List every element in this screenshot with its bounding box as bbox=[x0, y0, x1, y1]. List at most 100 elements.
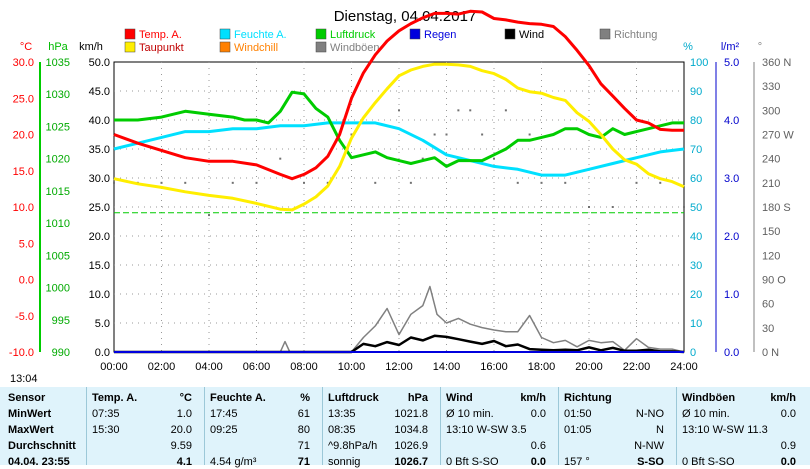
pressure-tick-label: 1000 bbox=[46, 283, 70, 295]
richtung-point bbox=[208, 214, 210, 217]
cell-value: 71 bbox=[297, 456, 310, 468]
rain-tick-label: 1.0 bbox=[724, 289, 739, 301]
axis-title: km/h bbox=[79, 41, 103, 53]
wind-tick-label: 25.0 bbox=[89, 202, 110, 214]
richtung-point bbox=[457, 109, 460, 112]
rain-tick-label: 2.0 bbox=[724, 231, 739, 243]
series-windb-en bbox=[114, 285, 685, 353]
richtung-point bbox=[303, 181, 305, 184]
chart-title: Dienstag, 04.04.2017 bbox=[334, 8, 477, 25]
direction-tick-label: 150 bbox=[762, 226, 780, 238]
cell-value: 9.59 bbox=[170, 440, 192, 452]
richtung-point bbox=[659, 181, 662, 184]
legend-swatch bbox=[219, 41, 231, 53]
direction-tick-label: 360 N bbox=[762, 57, 791, 69]
cell-left: 13:10 W-SW 3.5 bbox=[446, 424, 527, 436]
cell-value: N-NW bbox=[634, 440, 664, 452]
direction-tick-label: 120 bbox=[762, 250, 780, 262]
cell-value: 71 bbox=[297, 440, 310, 452]
humidity-tick-label: 60 bbox=[690, 173, 702, 185]
legend-label: Regen bbox=[424, 29, 456, 41]
x-axis-ticks: 00:00 02:00 04:00 06:00 08:00 10:00 12:00 14:00… bbox=[100, 361, 698, 373]
direction-tick-label: 330 bbox=[762, 81, 780, 93]
cell-left: Ø 10 min. bbox=[682, 408, 730, 420]
wind-tick-label: 35.0 bbox=[89, 144, 110, 156]
row-label-avg: Durchschnitt bbox=[8, 440, 76, 452]
column-unit: km/h bbox=[520, 392, 546, 404]
humidity-tick-label: 30 bbox=[690, 260, 702, 272]
cell-value: 1034.8 bbox=[394, 424, 428, 436]
richtung-point bbox=[635, 181, 638, 184]
temp-tick-label: -10.0 bbox=[9, 347, 34, 359]
column-separator bbox=[440, 387, 441, 465]
legend-swatch bbox=[315, 28, 327, 40]
x-tick-label: 22:00 bbox=[623, 361, 651, 373]
richtung-point bbox=[398, 109, 400, 112]
x-tick-label: 04:00 bbox=[195, 361, 223, 373]
x-tick-label: 08:00 bbox=[290, 361, 318, 373]
statistics-table: Sensor MinWert MaxWert Durchschnitt 04.04. 2… bbox=[0, 387, 810, 468]
pressure-tick-label: 1035 bbox=[46, 57, 70, 69]
direction-tick-label: 300 bbox=[762, 105, 780, 117]
rain-tick-label: 3.0 bbox=[724, 173, 739, 185]
cell-left: 01:05 bbox=[564, 424, 592, 436]
footer-time-label: 13:04 bbox=[10, 373, 38, 385]
pressure-tick-label: 1010 bbox=[46, 218, 70, 230]
rain-tick-label: 4.0 bbox=[724, 115, 739, 127]
axis-title: °C bbox=[20, 41, 32, 53]
cell-value: 80 bbox=[297, 424, 310, 436]
humidity-tick-label: 50 bbox=[690, 202, 702, 214]
richtung-point bbox=[184, 181, 187, 184]
direction-tick-label: 270 W bbox=[762, 130, 794, 142]
axis-title: hPa bbox=[48, 41, 68, 53]
cell-left: 01:50 bbox=[564, 408, 592, 420]
x-tick-label: 00:00 bbox=[100, 361, 128, 373]
cell-left: 13:10 W-SW 11.3 bbox=[682, 424, 768, 436]
richtung-point bbox=[469, 109, 472, 112]
cell-value: S-SO bbox=[637, 456, 664, 468]
wind-tick-label: 30.0 bbox=[89, 173, 110, 185]
richtung-point bbox=[528, 133, 531, 136]
chart-legend: Temp. A. Feuchte A. Luftdruck Regen Wind Rich… bbox=[124, 28, 657, 54]
temp-tick-label: 25.0 bbox=[13, 93, 34, 105]
x-tick-label: 16:00 bbox=[480, 361, 508, 373]
legend-swatch bbox=[124, 28, 136, 40]
cell-value: N bbox=[656, 424, 664, 436]
row-label-max: MaxWert bbox=[8, 424, 54, 436]
legend-swatch bbox=[409, 28, 421, 40]
legend-swatch bbox=[219, 28, 231, 40]
richtung-point bbox=[493, 157, 495, 160]
richtung-point bbox=[504, 109, 507, 112]
direction-tick-label: 210 bbox=[762, 178, 780, 190]
cell-value: 0.9 bbox=[780, 440, 796, 452]
wind-tick-label: 0.0 bbox=[95, 347, 110, 359]
cell-value: N-NO bbox=[635, 408, 664, 420]
humidity-tick-label: 90 bbox=[690, 86, 702, 98]
cell-value: 4.1 bbox=[176, 456, 192, 468]
axis-title: l/m² bbox=[721, 41, 740, 53]
cell-left: 17:45 bbox=[210, 408, 238, 420]
cell-left: 07:35 bbox=[92, 408, 120, 420]
richtung-point bbox=[113, 181, 115, 184]
cell-value: 1021.8 bbox=[394, 408, 428, 420]
legend-label: Richtung bbox=[614, 29, 657, 41]
richtung-point bbox=[421, 157, 424, 160]
wind-tick-label: 5.0 bbox=[95, 318, 110, 330]
wind-tick-label: 45.0 bbox=[89, 86, 110, 98]
direction-tick-label: 30 bbox=[762, 323, 774, 335]
x-tick-label: 12:00 bbox=[385, 361, 413, 373]
richtung-point bbox=[160, 181, 163, 184]
humidity-tick-label: 20 bbox=[690, 289, 702, 301]
wind-tick-label: 10.0 bbox=[89, 289, 110, 301]
cell-value: 0.0 bbox=[780, 456, 796, 468]
cell-value: 1026.7 bbox=[394, 456, 428, 468]
richtung-point bbox=[611, 206, 614, 208]
humidity-tick-label: 70 bbox=[690, 144, 702, 156]
richtung-point bbox=[350, 133, 353, 136]
cell-value: 1026.9 bbox=[394, 440, 428, 452]
cell-value: 0.0 bbox=[780, 408, 796, 420]
axis-title: % bbox=[683, 41, 693, 53]
cell-left: 13:35 bbox=[328, 408, 356, 420]
column-title: Windböen bbox=[682, 392, 736, 404]
richtung-point bbox=[231, 181, 234, 184]
